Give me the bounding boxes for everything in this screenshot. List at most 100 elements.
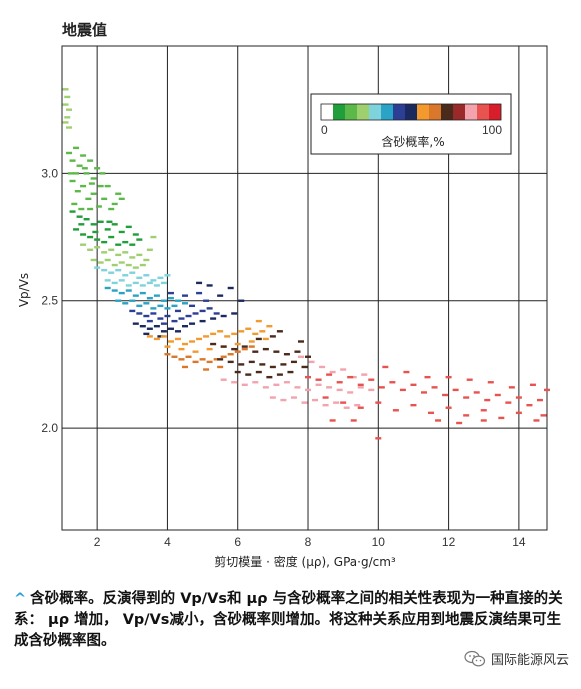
data-point — [171, 304, 178, 308]
data-point — [442, 393, 449, 397]
caption-text: 反演得到的 Vp/Vs和 μρ 与含砂概率之间的相关性表现为一种直接的关系： μ… — [14, 591, 563, 649]
data-point — [136, 312, 143, 315]
x-tick-label: 10 — [372, 535, 386, 549]
data-point — [136, 304, 143, 308]
data-point — [494, 393, 501, 397]
data-point — [111, 289, 118, 292]
data-point — [83, 172, 90, 175]
data-point — [136, 276, 143, 280]
data-point — [108, 235, 115, 239]
data-point — [322, 403, 329, 407]
data-point — [118, 279, 125, 282]
data-point — [94, 167, 101, 170]
data-point — [115, 299, 122, 302]
data-point — [297, 340, 304, 343]
data-point — [143, 258, 150, 262]
data-point — [315, 378, 322, 381]
data-point — [452, 388, 459, 392]
data-point — [210, 332, 217, 336]
data-point — [97, 220, 104, 223]
data-point — [294, 386, 301, 389]
data-point — [122, 274, 129, 277]
legend-swatch — [477, 104, 490, 120]
data-point — [153, 337, 160, 341]
data-point — [199, 358, 206, 361]
data-point — [255, 319, 262, 323]
data-point — [101, 197, 108, 201]
data-point — [252, 381, 259, 384]
data-point — [132, 294, 139, 297]
data-point — [231, 312, 238, 315]
data-point — [150, 312, 157, 315]
caption-prefix: 含砂概率。 — [30, 591, 103, 607]
data-point — [115, 243, 122, 246]
data-point — [94, 246, 101, 249]
y-tick-labels: 2.0 2.5 3.0 — [41, 166, 58, 435]
data-point — [192, 350, 199, 353]
data-point — [368, 388, 375, 392]
data-point — [262, 337, 269, 341]
data-point — [62, 121, 69, 124]
data-point — [160, 322, 167, 325]
data-point — [347, 391, 354, 394]
data-point — [73, 228, 80, 231]
data-point — [108, 248, 115, 251]
data-point — [266, 375, 273, 379]
legend-min-label: 0 — [321, 123, 328, 137]
data-point — [66, 151, 73, 155]
data-point — [104, 258, 111, 262]
data-point — [480, 409, 487, 412]
data-point — [185, 355, 192, 358]
data-point — [87, 235, 94, 239]
data-point — [153, 294, 160, 297]
data-point — [182, 325, 189, 328]
data-point — [104, 279, 111, 282]
data-point — [227, 360, 234, 364]
x-tick-label: 4 — [164, 535, 171, 549]
data-point — [101, 240, 108, 244]
data-point — [206, 360, 213, 364]
data-point — [164, 345, 171, 348]
data-point — [157, 317, 164, 320]
data-point — [136, 238, 143, 241]
data-point — [529, 383, 536, 386]
data-point — [132, 281, 139, 285]
data-point — [182, 365, 189, 369]
data-point — [129, 243, 136, 246]
legend-swatch — [369, 104, 382, 120]
data-point — [171, 319, 178, 323]
data-point — [220, 355, 227, 358]
data-point — [64, 95, 71, 99]
data-point — [329, 370, 336, 374]
data-point — [505, 401, 512, 404]
data-point — [129, 271, 136, 274]
data-point — [297, 355, 304, 358]
data-point — [115, 268, 122, 272]
data-point — [375, 401, 382, 404]
figure-caption: ^ 含砂概率。反演得到的 Vp/Vs和 μρ 与含砂概率之间的相关性表现为一种直接… — [14, 589, 569, 652]
data-point — [336, 381, 343, 384]
data-point — [160, 335, 167, 338]
data-point — [326, 386, 333, 389]
data-point — [164, 314, 171, 318]
data-point — [94, 238, 101, 241]
data-point — [174, 299, 181, 302]
data-point — [69, 179, 76, 183]
legend-swatch — [333, 104, 346, 120]
y-tick-label: 3.0 — [41, 166, 58, 180]
data-point — [498, 416, 505, 420]
data-point — [174, 330, 181, 333]
data-point — [129, 309, 136, 313]
data-point — [343, 406, 350, 409]
data-point — [160, 299, 167, 302]
data-point — [350, 375, 357, 379]
x-tick-labels: 2 4 6 8 10 12 14 — [94, 535, 526, 549]
data-point — [290, 360, 297, 364]
data-point — [69, 159, 76, 162]
data-point — [308, 360, 315, 364]
data-point — [283, 381, 290, 384]
data-point — [153, 325, 160, 328]
data-point — [315, 383, 322, 386]
data-point — [220, 314, 227, 318]
